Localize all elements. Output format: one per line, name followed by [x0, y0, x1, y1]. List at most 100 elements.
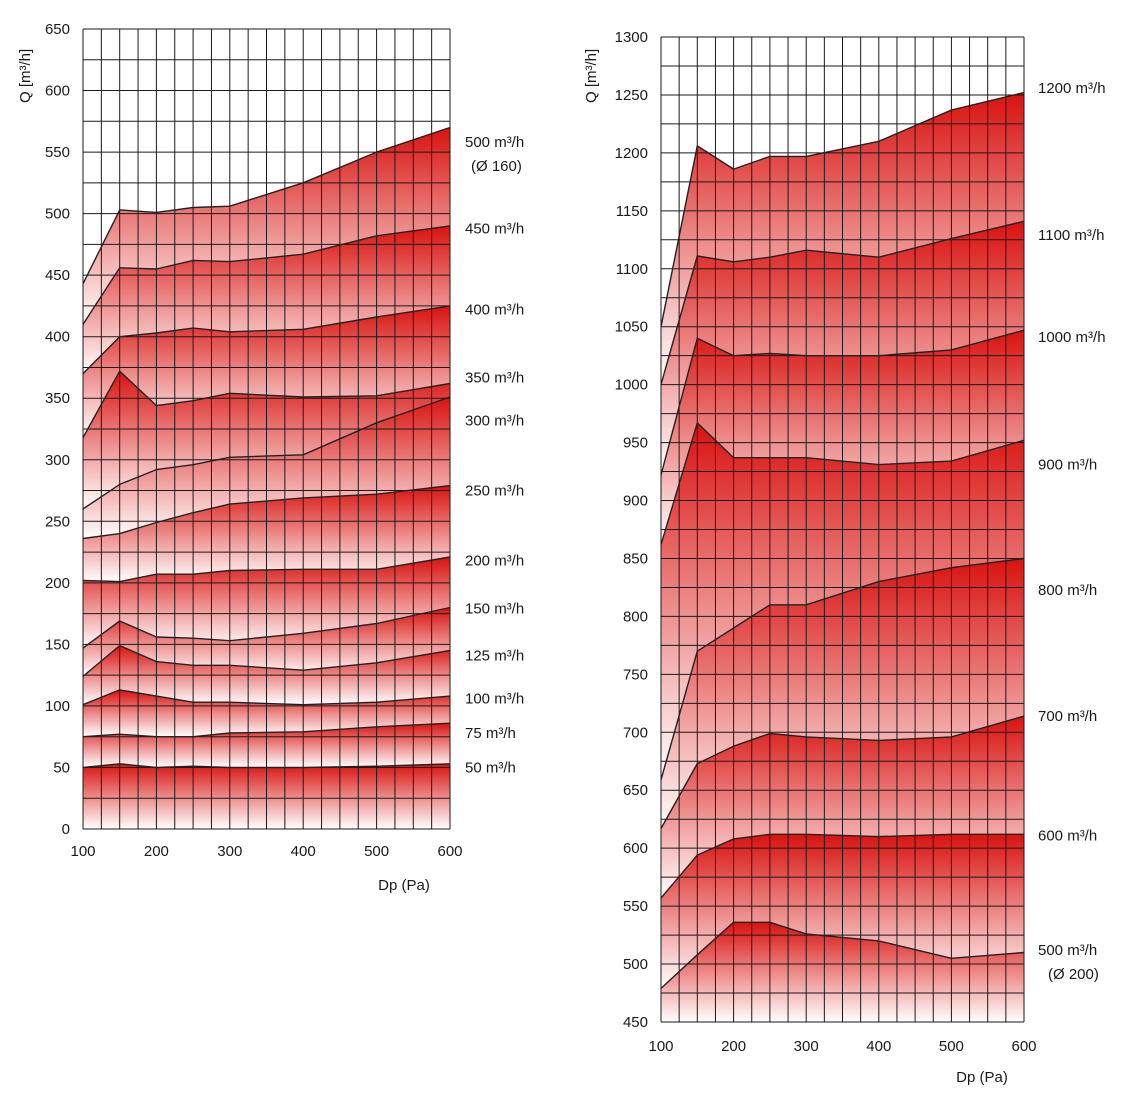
y-tick-label: 1000	[615, 377, 648, 394]
y-tick-label: 600	[45, 83, 70, 100]
x-tick-label: 100	[70, 843, 95, 860]
y-tick-label: 850	[623, 550, 648, 567]
series-lines	[82, 126, 451, 769]
series-line	[660, 91, 1025, 327]
series-line	[660, 921, 1025, 989]
series-label: 1200 m³/h	[1038, 80, 1106, 97]
x-tick-label: 500	[364, 843, 389, 860]
series-label: 350 m³/h	[465, 369, 524, 386]
y-tick-label: 200	[45, 575, 70, 592]
x-tick-labels: 100 200 300 400 500 600	[70, 843, 462, 860]
series-line	[82, 126, 451, 285]
y-axis-title: Q [m³/h]	[17, 49, 34, 103]
series-line	[82, 644, 451, 677]
x-tick-label: 300	[794, 1038, 819, 1055]
series-label: 1000 m³/h	[1038, 329, 1106, 346]
y-tick-label: 400	[45, 329, 70, 346]
y-tick-label: 550	[45, 144, 70, 161]
y-tick-label: 700	[623, 724, 648, 741]
y-tick-label: 100	[45, 698, 70, 715]
grid	[82, 28, 451, 830]
x-tick-label: 500	[939, 1038, 964, 1055]
y-tick-label: 500	[623, 956, 648, 973]
series-sub-label: (Ø 160)	[471, 158, 522, 175]
series-sub-label: (Ø 200)	[1048, 966, 1099, 983]
series-label: 50 m³/h	[465, 759, 516, 776]
y-tick-label: 500	[45, 206, 70, 223]
series-line	[660, 715, 1025, 829]
series-line	[660, 422, 1025, 545]
series-line	[82, 556, 451, 583]
y-tick-label: 950	[623, 435, 648, 452]
y-tick-label: 300	[45, 452, 70, 469]
y-tick-label: 750	[623, 666, 648, 683]
series-label: 400 m³/h	[465, 302, 524, 319]
series-line	[82, 763, 451, 769]
y-tick-label: 1100	[616, 261, 648, 278]
y-tick-label: 50	[53, 759, 70, 776]
y-tick-label: 1200	[615, 145, 648, 162]
series-labels: 500 m³/h (Ø 200) 600 m³/h 700 m³/h 800 m³/h 9…	[1038, 80, 1106, 983]
y-tick-label: 800	[623, 608, 648, 625]
y-axis-title: Q [m³/h]	[583, 49, 600, 103]
x-axis-title: Dp (Pa)	[956, 1069, 1008, 1086]
x-axis-title: Dp (Pa)	[378, 877, 430, 894]
x-tick-label: 400	[866, 1038, 891, 1055]
x-tick-label: 100	[648, 1038, 673, 1055]
series-labels: 50 m³/h 75 m³/h 100 m³/h 125 m³/h 150 m³/h 20…	[465, 134, 524, 776]
x-tick-label: 200	[721, 1038, 746, 1055]
y-tick-label: 1300	[615, 29, 648, 46]
y-tick-label: 550	[623, 898, 648, 915]
x-tick-label: 300	[217, 843, 242, 860]
series-label: 150 m³/h	[465, 601, 524, 618]
series-line	[82, 606, 451, 649]
y-tick-label: 450	[623, 1014, 648, 1031]
series-line	[82, 396, 451, 510]
series-label: 500 m³/h	[1038, 942, 1097, 959]
x-tick-label: 600	[1011, 1038, 1036, 1055]
y-tick-label: 150	[45, 636, 70, 653]
series-line	[660, 833, 1024, 899]
series-line	[660, 557, 1025, 780]
y-tick-label: 650	[623, 782, 648, 799]
y-tick-label: 900	[623, 493, 648, 510]
y-tick-label: 250	[45, 513, 70, 530]
x-tick-labels: 100 200 300 400 500 600	[648, 1038, 1036, 1055]
series-label: 450 m³/h	[465, 220, 524, 237]
series-label: 300 m³/h	[465, 412, 524, 429]
x-tick-label: 400	[291, 843, 316, 860]
x-tick-label: 600	[437, 843, 462, 860]
y-tick-label: 0	[62, 821, 70, 838]
x-tick-label: 200	[144, 843, 169, 860]
series-line	[82, 722, 451, 738]
series-label: 700 m³/h	[1038, 708, 1097, 725]
y-tick-label: 650	[45, 21, 70, 38]
y-tick-label: 600	[623, 840, 648, 857]
series-line	[660, 220, 1025, 385]
series-label: 900 m³/h	[1038, 457, 1097, 474]
series-label: 100 m³/h	[465, 691, 524, 708]
y-tick-labels: 0 50 100 150 200 250 300 350 400 450 500 550 600 650	[45, 21, 70, 838]
grid	[660, 36, 1025, 1023]
series-label: 600 m³/h	[1038, 827, 1097, 844]
series-line	[82, 689, 451, 706]
y-tick-label: 450	[45, 267, 70, 284]
series-line	[82, 225, 451, 325]
series-label: 800 m³/h	[1038, 582, 1097, 599]
series-label: 500 m³/h	[465, 134, 524, 151]
y-tick-label: 350	[45, 390, 70, 407]
series-line	[82, 370, 451, 438]
series-label: 125 m³/h	[465, 647, 524, 664]
series-line	[82, 484, 451, 540]
y-tick-labels: 450 500 550 600 650 700 750 800 850 900 950 1000 105…	[615, 29, 648, 1031]
series-label: 250 m³/h	[465, 483, 524, 500]
series-label: 1100 m³/h	[1038, 227, 1104, 244]
series-label: 75 m³/h	[465, 725, 516, 742]
y-tick-label: 1250	[615, 87, 648, 104]
series-line	[660, 329, 1025, 476]
series-lines	[660, 91, 1025, 989]
y-tick-label: 1050	[615, 319, 648, 336]
series-label: 200 m³/h	[465, 553, 524, 570]
series-line	[82, 305, 451, 375]
